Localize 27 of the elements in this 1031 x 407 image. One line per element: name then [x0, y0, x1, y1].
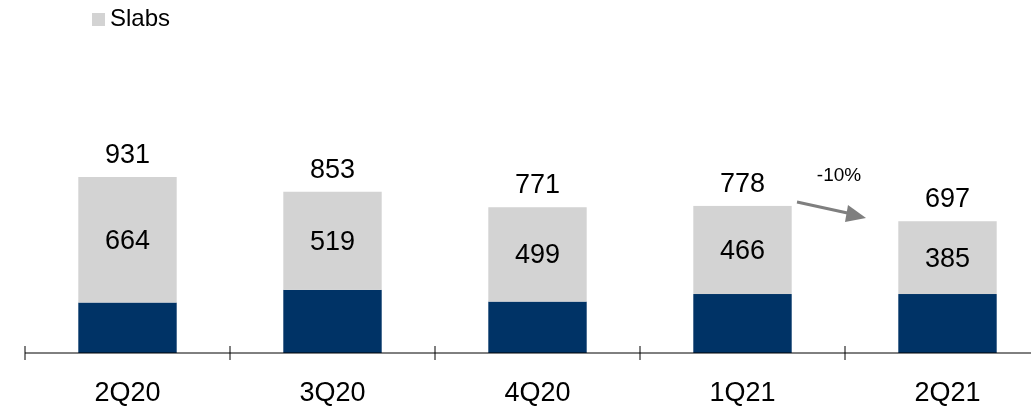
- data-label: 664: [104, 224, 151, 255]
- legend-label: Slabs: [110, 4, 171, 31]
- bar: [488, 207, 587, 302]
- total-label: 771: [514, 169, 561, 200]
- x-tick-label: 2Q21: [914, 377, 981, 407]
- total-label: 697: [924, 183, 971, 214]
- bar: [693, 294, 792, 353]
- x-tick-label: 1Q21: [709, 377, 776, 407]
- annotation: -10%: [816, 164, 862, 185]
- total-label: 778: [719, 167, 766, 198]
- x-tick-label: 4Q20: [504, 377, 571, 407]
- bar: [693, 205, 792, 295]
- data-label: 466: [719, 234, 766, 265]
- total-label: 931: [104, 139, 151, 169]
- bar: [283, 191, 382, 290]
- x-tick-label: 2Q20: [94, 377, 161, 407]
- bar: [898, 221, 997, 295]
- bar: [283, 289, 382, 353]
- bar: [78, 177, 177, 303]
- bar: [488, 301, 587, 353]
- total-label: 853: [309, 153, 356, 184]
- bar: [78, 302, 177, 353]
- data-label: 499: [514, 239, 561, 270]
- data-label: 519: [309, 225, 356, 256]
- bar: [898, 294, 997, 353]
- data-label: 385: [924, 242, 971, 273]
- x-tick-label: 3Q20: [299, 377, 366, 407]
